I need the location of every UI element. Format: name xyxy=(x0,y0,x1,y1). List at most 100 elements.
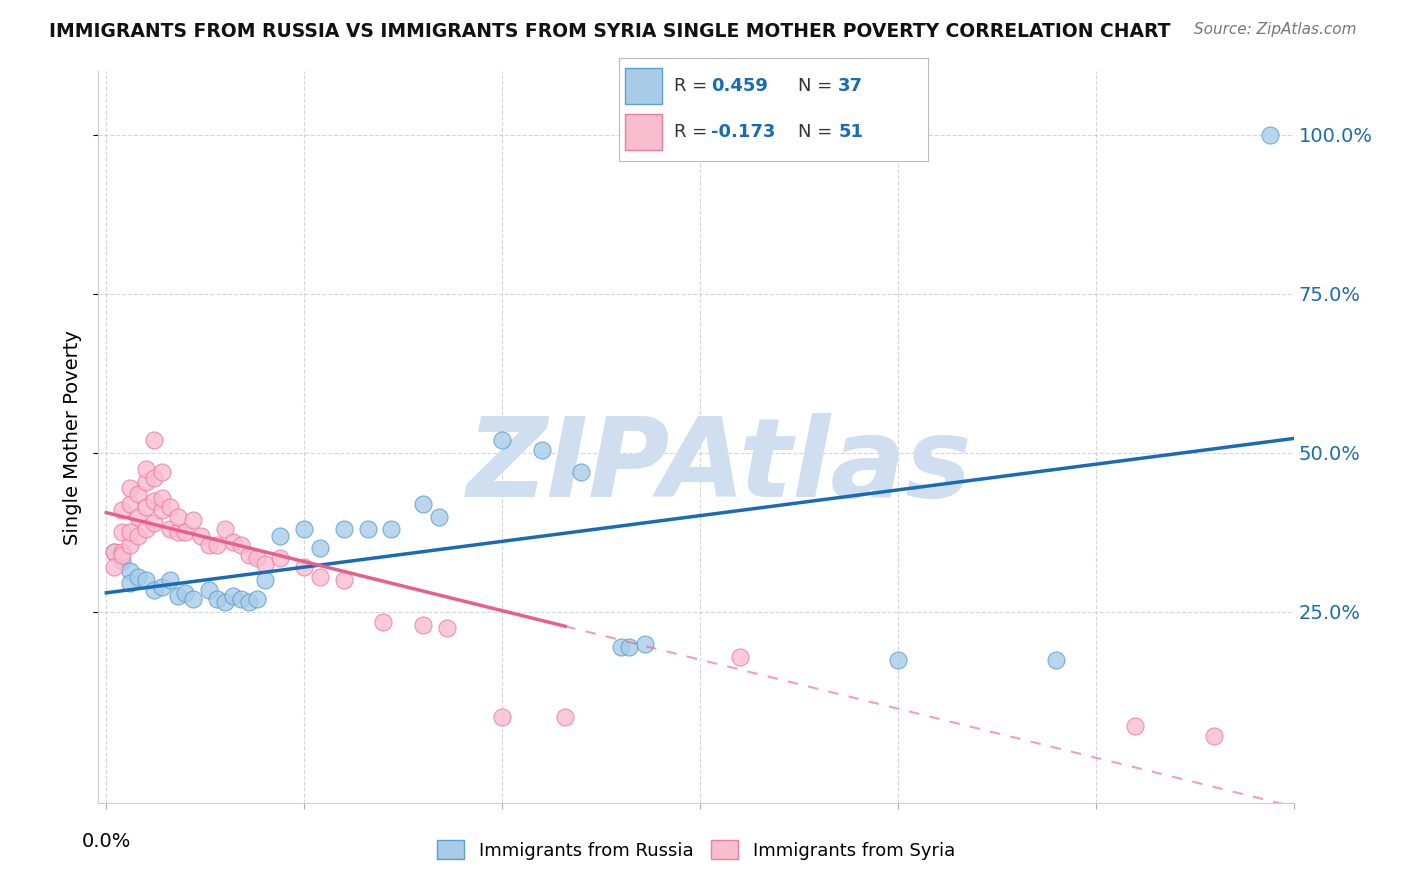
Point xyxy=(142,582,165,597)
Point xyxy=(253,558,276,572)
Point xyxy=(309,570,332,584)
Point xyxy=(205,592,228,607)
Text: Source: ZipAtlas.com: Source: ZipAtlas.com xyxy=(1194,22,1357,37)
Point xyxy=(166,509,188,524)
Text: IMMIGRANTS FROM RUSSIA VS IMMIGRANTS FROM SYRIA SINGLE MOTHER POVERTY CORRELATIO: IMMIGRANTS FROM RUSSIA VS IMMIGRANTS FRO… xyxy=(49,22,1171,41)
Point xyxy=(222,589,245,603)
Text: N =: N = xyxy=(799,77,838,95)
Point xyxy=(229,592,252,607)
Point xyxy=(292,522,315,536)
Point xyxy=(127,487,149,501)
Point xyxy=(120,564,142,578)
Point xyxy=(135,573,157,587)
Point xyxy=(728,649,751,664)
Point xyxy=(1123,719,1146,733)
Point xyxy=(198,538,221,552)
Point xyxy=(142,434,165,448)
Point xyxy=(103,544,125,558)
Point xyxy=(427,509,450,524)
Point xyxy=(127,570,149,584)
Point xyxy=(412,497,434,511)
Point xyxy=(269,529,291,543)
Point xyxy=(159,573,181,587)
Point xyxy=(135,522,157,536)
Text: -0.173: -0.173 xyxy=(711,123,776,141)
Point xyxy=(120,525,142,540)
Point xyxy=(436,621,458,635)
Point xyxy=(229,538,252,552)
Point xyxy=(238,595,260,609)
Point xyxy=(253,573,276,587)
Point xyxy=(333,522,356,536)
Point xyxy=(412,617,434,632)
Point xyxy=(238,548,260,562)
Text: 51: 51 xyxy=(838,123,863,141)
Point xyxy=(887,653,910,667)
Point xyxy=(111,525,134,540)
Point xyxy=(333,573,356,587)
Point xyxy=(214,522,236,536)
Point xyxy=(111,548,134,562)
Text: R =: R = xyxy=(675,77,713,95)
Point xyxy=(246,550,269,565)
Point xyxy=(610,640,633,654)
Point xyxy=(120,538,142,552)
Point xyxy=(120,497,142,511)
Point xyxy=(142,471,165,485)
Point xyxy=(166,525,188,540)
Point xyxy=(150,491,173,505)
Point xyxy=(190,529,212,543)
Point xyxy=(174,525,197,540)
Text: 0.459: 0.459 xyxy=(711,77,768,95)
Point xyxy=(150,503,173,517)
Y-axis label: Single Mother Poverty: Single Mother Poverty xyxy=(63,330,83,544)
Point xyxy=(127,529,149,543)
Point xyxy=(135,462,157,476)
Point xyxy=(183,513,205,527)
Point xyxy=(1045,653,1067,667)
Point xyxy=(103,560,125,574)
Point xyxy=(222,535,245,549)
Point xyxy=(159,500,181,514)
Point xyxy=(309,541,332,556)
Point xyxy=(183,592,205,607)
Point xyxy=(1258,128,1281,142)
Point xyxy=(198,582,221,597)
Text: ZIPAtlas: ZIPAtlas xyxy=(467,413,973,520)
Point xyxy=(633,637,655,651)
Point xyxy=(292,560,315,574)
Point xyxy=(142,516,165,530)
Point xyxy=(1204,729,1226,743)
Point xyxy=(214,595,236,609)
Point xyxy=(530,442,553,457)
Point xyxy=(111,503,134,517)
Point xyxy=(111,544,134,558)
Legend: Immigrants from Russia, Immigrants from Syria: Immigrants from Russia, Immigrants from … xyxy=(430,833,962,867)
Point xyxy=(135,500,157,514)
Text: 37: 37 xyxy=(838,77,863,95)
Point xyxy=(617,640,640,654)
Point xyxy=(159,522,181,536)
Point xyxy=(142,493,165,508)
Text: N =: N = xyxy=(799,123,838,141)
Point xyxy=(103,544,125,558)
Point xyxy=(269,550,291,565)
Point xyxy=(120,481,142,495)
Point xyxy=(111,554,134,568)
Point xyxy=(246,592,269,607)
Bar xyxy=(624,69,662,104)
Point xyxy=(127,509,149,524)
Point xyxy=(135,475,157,489)
Point xyxy=(491,710,513,724)
Point xyxy=(120,576,142,591)
Point xyxy=(174,586,197,600)
Point xyxy=(150,580,173,594)
Point xyxy=(356,522,378,536)
Point xyxy=(380,522,402,536)
Text: R =: R = xyxy=(675,123,713,141)
Point xyxy=(166,589,188,603)
Point xyxy=(554,710,576,724)
Point xyxy=(205,538,228,552)
Point xyxy=(569,465,592,479)
Bar xyxy=(624,114,662,150)
